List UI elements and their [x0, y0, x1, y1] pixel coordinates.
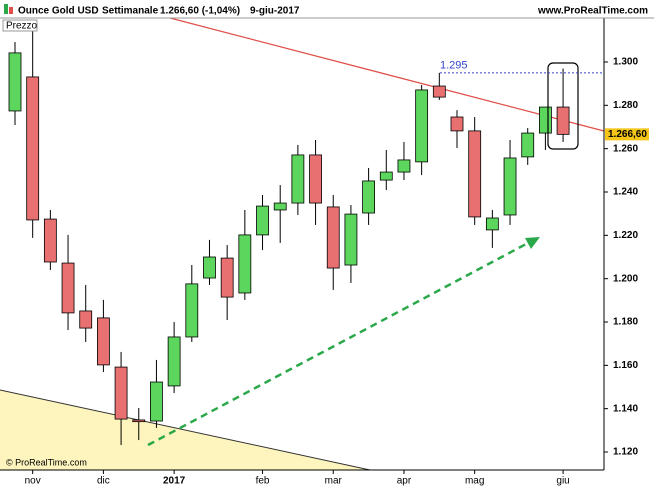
candle-body: [485, 217, 499, 231]
candle-body: [256, 205, 269, 236]
icon: [4, 4, 8, 14]
candle-body: [167, 336, 181, 387]
candle-body: [8, 52, 22, 112]
support-line: [0, 389, 371, 471]
y-tick-label: 1.160: [613, 360, 638, 371]
y-tick-label: 1.140: [613, 403, 638, 414]
x-tick-label: feb: [256, 476, 270, 487]
candle-body: [79, 310, 93, 329]
x-tick-label: mar: [325, 476, 343, 487]
candle-body: [43, 218, 57, 263]
candle-body: [185, 283, 199, 338]
x-tick-label: dic: [97, 476, 110, 487]
annotation-label: 1.295: [440, 60, 468, 72]
candle-body: [397, 159, 411, 173]
trend-arrow-head: [525, 237, 540, 249]
candle-body: [379, 171, 393, 181]
candle-body: [97, 317, 110, 366]
y-tick-label: 1.280: [613, 100, 638, 111]
candle-body: [26, 76, 40, 221]
candle-body: [150, 381, 163, 422]
candle-body: [432, 85, 446, 98]
candle-body: [291, 154, 305, 204]
candle-body: [556, 106, 570, 135]
panel-label: Prezzo: [6, 21, 38, 32]
candle-body: [362, 180, 376, 214]
candle-body: [203, 256, 216, 279]
candle-body: [61, 262, 75, 314]
y-tick-label: 1.220: [613, 230, 638, 241]
panel-label-box: [2, 19, 38, 32]
candle-body: [450, 116, 464, 132]
x-tick-label: apr: [397, 476, 412, 487]
candle-body: [415, 89, 429, 163]
icon: [9, 7, 13, 14]
candle-body: [326, 206, 340, 269]
candle-body: [273, 202, 287, 211]
y-tick-label: 1.180: [613, 317, 638, 328]
x-tick-label: 2017: [163, 476, 186, 487]
date: 9-giu-2017: [250, 6, 300, 17]
candle-body: [220, 257, 234, 298]
y-tick-label: 1.240: [613, 187, 638, 198]
x-tick-label: giu: [556, 476, 569, 487]
y-tick-label: 1.200: [613, 273, 638, 284]
x-tick-label: mag: [465, 476, 484, 487]
period: Settimanale: [102, 6, 159, 17]
resistance-line: [169, 17, 605, 132]
highlight-box: [547, 62, 579, 150]
y-tick-label: 1.300: [613, 57, 638, 68]
candle-body: [521, 132, 535, 158]
price-tag-label: 1.266,60: [608, 129, 647, 140]
candle-body: [344, 213, 358, 266]
candle-body: [309, 154, 322, 204]
candles: [8, 29, 570, 446]
candle-body: [503, 157, 517, 216]
candle-body: [114, 366, 128, 420]
x-tick-label: nov: [25, 476, 41, 487]
y-tick-label: 1.260: [613, 143, 638, 154]
y-tick-label: 1.120: [613, 447, 638, 458]
candle-body: [468, 130, 482, 218]
candle-body: [132, 419, 146, 423]
candle-body: [238, 234, 252, 294]
instrument: Ounce Gold USD: [18, 6, 99, 17]
site: www.ProRealTime.com: [537, 6, 648, 17]
quote: 1.266,60 (-1,04%): [160, 6, 240, 17]
copyright: © ProRealTime.com: [6, 457, 87, 467]
candle-body: [539, 106, 552, 134]
price-tag: [605, 128, 649, 141]
